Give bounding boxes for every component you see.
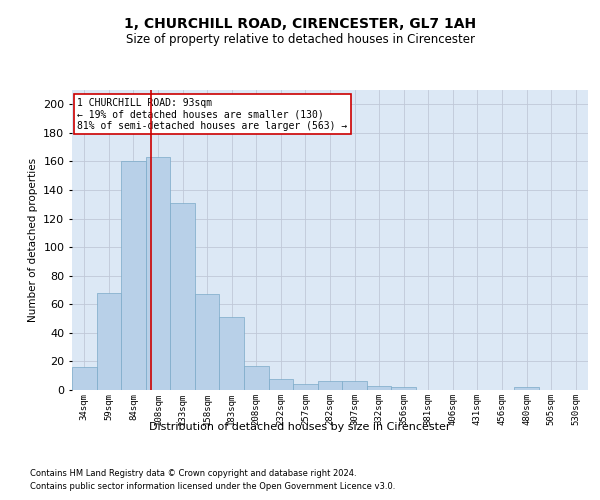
Bar — [367, 386, 391, 390]
Bar — [391, 387, 416, 390]
Bar — [318, 382, 342, 390]
Bar — [342, 382, 367, 390]
Bar — [195, 294, 220, 390]
Text: Size of property relative to detached houses in Cirencester: Size of property relative to detached ho… — [125, 32, 475, 46]
Bar — [97, 293, 121, 390]
Bar — [244, 366, 269, 390]
Bar — [269, 378, 293, 390]
Bar — [121, 162, 146, 390]
Text: Contains HM Land Registry data © Crown copyright and database right 2024.: Contains HM Land Registry data © Crown c… — [30, 468, 356, 477]
Text: Distribution of detached houses by size in Cirencester: Distribution of detached houses by size … — [149, 422, 451, 432]
Text: 1 CHURCHILL ROAD: 93sqm
← 19% of detached houses are smaller (130)
81% of semi-d: 1 CHURCHILL ROAD: 93sqm ← 19% of detache… — [77, 98, 347, 130]
Bar — [293, 384, 318, 390]
Bar — [146, 157, 170, 390]
Text: 1, CHURCHILL ROAD, CIRENCESTER, GL7 1AH: 1, CHURCHILL ROAD, CIRENCESTER, GL7 1AH — [124, 18, 476, 32]
Text: Contains public sector information licensed under the Open Government Licence v3: Contains public sector information licen… — [30, 482, 395, 491]
Bar — [72, 367, 97, 390]
Bar — [170, 203, 195, 390]
Bar — [220, 317, 244, 390]
Bar — [514, 387, 539, 390]
Y-axis label: Number of detached properties: Number of detached properties — [28, 158, 38, 322]
